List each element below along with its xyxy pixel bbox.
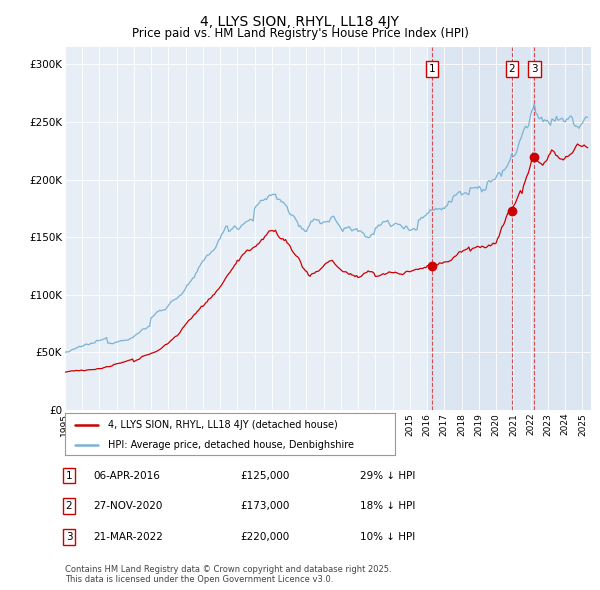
Text: HPI: Average price, detached house, Denbighshire: HPI: Average price, detached house, Denb… [108,440,354,450]
Text: 18% ↓ HPI: 18% ↓ HPI [360,502,415,511]
Text: 10% ↓ HPI: 10% ↓ HPI [360,532,415,542]
Text: £125,000: £125,000 [240,471,289,480]
Bar [427,47,591,410]
Text: 1: 1 [428,64,435,74]
Text: 4, LLYS SION, RHYL, LL18 4JY: 4, LLYS SION, RHYL, LL18 4JY [200,15,400,29]
Text: 2: 2 [65,502,73,511]
Text: 29% ↓ HPI: 29% ↓ HPI [360,471,415,480]
Text: £173,000: £173,000 [240,502,289,511]
Text: 21-MAR-2022: 21-MAR-2022 [93,532,163,542]
Text: 3: 3 [65,532,73,542]
Text: Price paid vs. HM Land Registry's House Price Index (HPI): Price paid vs. HM Land Registry's House … [131,27,469,40]
Text: 1: 1 [65,471,73,480]
Text: 4, LLYS SION, RHYL, LL18 4JY (detached house): 4, LLYS SION, RHYL, LL18 4JY (detached h… [108,420,337,430]
Text: 3: 3 [531,64,538,74]
Text: 2: 2 [509,64,515,74]
Text: £220,000: £220,000 [240,532,289,542]
Text: 27-NOV-2020: 27-NOV-2020 [93,502,163,511]
Text: 06-APR-2016: 06-APR-2016 [93,471,160,480]
Text: Contains HM Land Registry data © Crown copyright and database right 2025.
This d: Contains HM Land Registry data © Crown c… [65,565,391,584]
